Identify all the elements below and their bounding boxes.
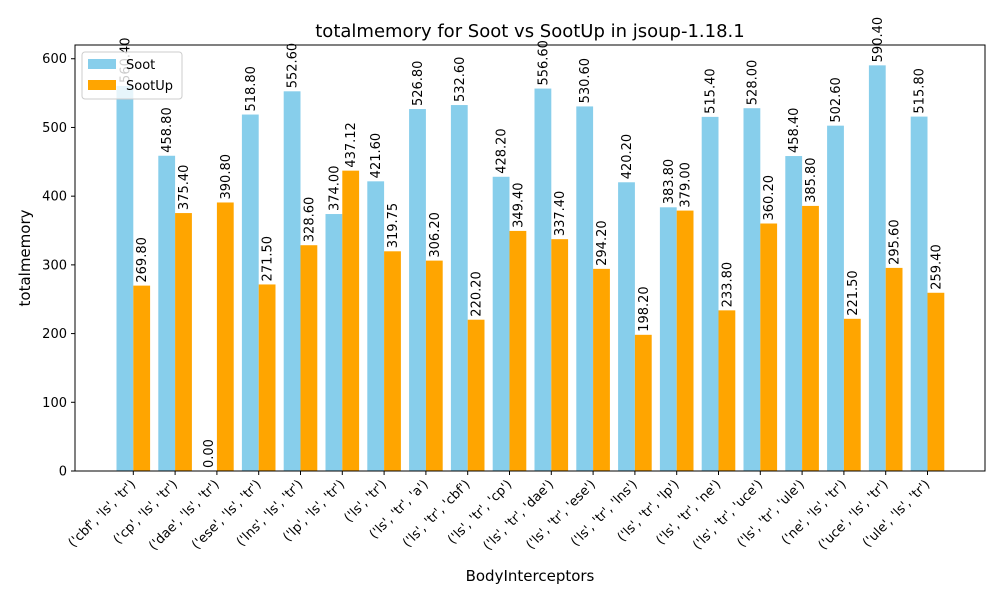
bar-soot-0 [116, 85, 134, 472]
bar-sootup-1 [175, 213, 192, 471]
data-label-soot-2: 0.00 [202, 439, 217, 468]
data-label-sootup-2: 390.80 [219, 154, 234, 200]
bar-soot-4 [283, 91, 301, 471]
bar-soot-7 [409, 109, 426, 472]
data-label-soot-18: 590.40 [871, 17, 886, 63]
bar-soot-16 [785, 156, 803, 471]
legend-swatch-soot [88, 59, 116, 69]
data-label-soot-17: 502.60 [829, 77, 844, 123]
bar-sootup-14 [718, 310, 736, 471]
y-tick-label-0: 0 [59, 465, 67, 480]
bar-sootup-3 [258, 284, 276, 471]
data-label-soot-15: 528.00 [745, 60, 760, 106]
bar-sootup-13 [676, 210, 694, 471]
data-label-soot-13: 383.80 [662, 159, 677, 205]
data-label-soot-1: 458.80 [160, 107, 175, 153]
bar-soot-11 [576, 106, 594, 471]
data-label-soot-8: 532.60 [453, 57, 468, 103]
bar-sootup-4 [300, 245, 318, 471]
plot-area-frame [74, 44, 986, 472]
bar-soot-6 [367, 181, 385, 471]
data-label-soot-5: 374.00 [327, 166, 342, 212]
bar-sootup-16 [802, 205, 819, 471]
data-label-sootup-12: 198.20 [637, 286, 652, 332]
bar-sootup-5 [342, 170, 360, 472]
y-axis-title: totalmemory [16, 209, 34, 306]
data-label-soot-3: 518.80 [244, 66, 259, 112]
bar-soot-8 [450, 105, 468, 472]
data-label-soot-12: 420.20 [620, 134, 635, 180]
legend: Soot SootUp [81, 51, 183, 100]
bar-sootup-11 [593, 268, 610, 471]
data-label-sootup-18: 295.60 [888, 219, 903, 265]
bar-sootup-18 [885, 267, 903, 471]
data-label-sootup-1: 375.40 [177, 165, 192, 211]
y-tick-label-4: 400 [42, 190, 67, 205]
y-tick-label-1: 100 [42, 396, 67, 411]
data-label-sootup-17: 221.50 [846, 270, 861, 316]
bar-sootup-2 [216, 202, 234, 471]
bar-sootup-19 [927, 292, 945, 471]
data-label-soot-14: 515.40 [704, 68, 719, 114]
bar-soot-3 [241, 114, 259, 472]
y-tick-label-2: 200 [42, 327, 67, 342]
data-label-sootup-14: 233.80 [720, 262, 735, 308]
data-label-soot-9: 428.20 [495, 128, 510, 174]
bar-sootup-15 [760, 223, 778, 471]
bar-soot-17 [827, 125, 844, 471]
bar-sootup-17 [843, 318, 861, 471]
bar-soot-18 [868, 65, 886, 471]
y-tick-label-3: 300 [42, 258, 67, 273]
data-label-soot-16: 458.40 [787, 108, 802, 154]
bar-soot-14 [701, 116, 719, 471]
data-label-sootup-7: 306.20 [428, 212, 443, 258]
bar-soot-5 [325, 214, 343, 471]
data-label-sootup-4: 328.60 [302, 197, 317, 243]
bar-soot-19 [910, 116, 928, 471]
bar-sootup-10 [551, 239, 569, 471]
chart-title: totalmemory for Soot vs SootUp in jsoup-… [315, 21, 744, 42]
bar-sootup-0 [133, 285, 151, 471]
data-label-sootup-8: 220.20 [470, 271, 485, 317]
bar-labels-group: 560.40458.800.00518.80552.60374.00421.60… [118, 17, 944, 468]
bar-soot-12 [618, 182, 635, 472]
bars-group [116, 65, 945, 472]
bar-sootup-8 [467, 319, 485, 471]
data-label-soot-7: 526.80 [411, 61, 426, 107]
y-tick-label-6: 600 [42, 52, 67, 67]
data-label-sootup-16: 385.80 [804, 157, 819, 203]
data-label-soot-11: 530.60 [578, 58, 593, 104]
legend-label-sootup: SootUp [126, 79, 173, 94]
data-label-sootup-15: 360.20 [762, 175, 777, 221]
bar-soot-15 [743, 108, 761, 472]
data-label-sootup-6: 319.75 [386, 203, 401, 249]
data-label-sootup-11: 294.20 [595, 220, 610, 266]
data-label-sootup-5: 437.12 [344, 122, 359, 168]
bar-soot-1 [158, 155, 176, 471]
x-axis-title: BodyInterceptors [466, 567, 595, 585]
bar-soot-9 [492, 176, 510, 471]
data-label-sootup-3: 271.50 [261, 236, 276, 282]
y-tick-label-5: 500 [42, 121, 67, 136]
data-label-soot-19: 515.80 [913, 68, 928, 114]
data-label-sootup-19: 259.40 [929, 244, 944, 290]
legend-label-soot: Soot [126, 58, 155, 73]
data-label-sootup-13: 379.00 [679, 162, 694, 208]
bar-sootup-9 [509, 230, 527, 471]
bar-sootup-7 [425, 260, 443, 471]
legend-swatch-sootup [88, 80, 116, 90]
bar-soot-10 [534, 88, 552, 471]
data-label-soot-6: 421.60 [369, 133, 384, 179]
bar-sootup-6 [384, 251, 401, 471]
data-label-sootup-9: 349.40 [511, 182, 526, 228]
data-label-sootup-10: 337.40 [553, 191, 568, 237]
data-label-soot-4: 552.60 [286, 43, 301, 89]
y-axis: 0 100 200 300 400 500 600 [42, 52, 75, 480]
data-label-soot-10: 556.60 [536, 40, 551, 86]
bar-soot-13 [659, 207, 677, 472]
data-label-sootup-0: 269.80 [135, 237, 150, 283]
bar-sootup-12 [634, 334, 652, 471]
